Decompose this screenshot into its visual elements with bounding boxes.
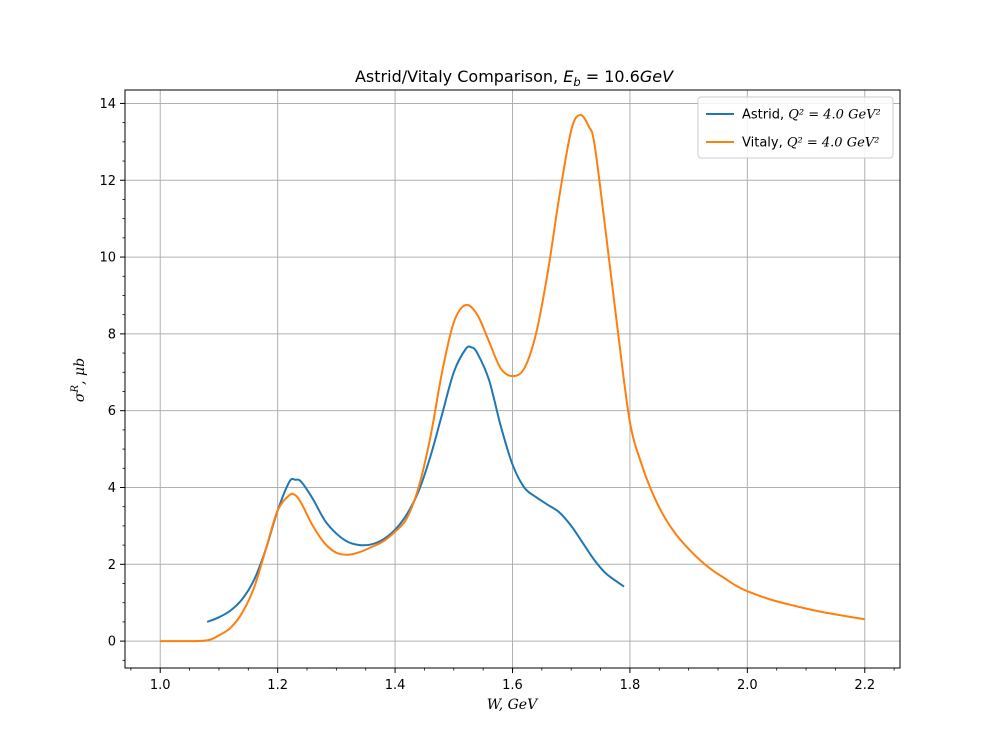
- x-tick-label: 1.2: [267, 678, 288, 693]
- x-tick-label: 1.4: [385, 678, 406, 693]
- y-axis-title: σR, μb: [70, 358, 88, 402]
- x-tick-label: 1.0: [150, 678, 171, 693]
- legend-box: [697, 96, 894, 159]
- series-line-vitaly: [160, 113, 865, 643]
- y-tick-label: 8: [108, 327, 116, 342]
- y-tick-label: 2: [108, 558, 116, 573]
- grid: [125, 90, 900, 668]
- y-tick-label: 4: [108, 481, 116, 496]
- y-tick-label: 10: [99, 251, 116, 266]
- legend: Astrid, Q² = 4.0 GeV² Vitaly, Q² = 4.0 Ge…: [697, 96, 894, 159]
- legend-label: Vitaly, Q² = 4.0 GeV²: [742, 136, 879, 151]
- x-tick-label: 2.0: [737, 678, 758, 693]
- legend-label: Astrid, Q² = 4.0 GeV²: [742, 108, 881, 123]
- x-tick-label: 2.2: [854, 678, 875, 693]
- x-tick-label: 1.8: [620, 678, 641, 693]
- chart-title: Astrid/Vitaly Comparison, Eb = 10.6GeV: [355, 67, 674, 89]
- y-tick-label: 14: [99, 97, 116, 112]
- y-tick-label: 12: [99, 174, 116, 189]
- x-tick-label: 1.6: [502, 678, 523, 693]
- x-axis-title: W, GeV: [487, 697, 539, 713]
- y-tick-label: 0: [108, 635, 116, 650]
- series-layer: [160, 113, 865, 643]
- axes: 1.0 1.2 1.4 1.6 1.8 2.0 2.2 0 2 4 6 8 10 12 14: [99, 97, 895, 693]
- y-tick-label: 6: [108, 404, 116, 419]
